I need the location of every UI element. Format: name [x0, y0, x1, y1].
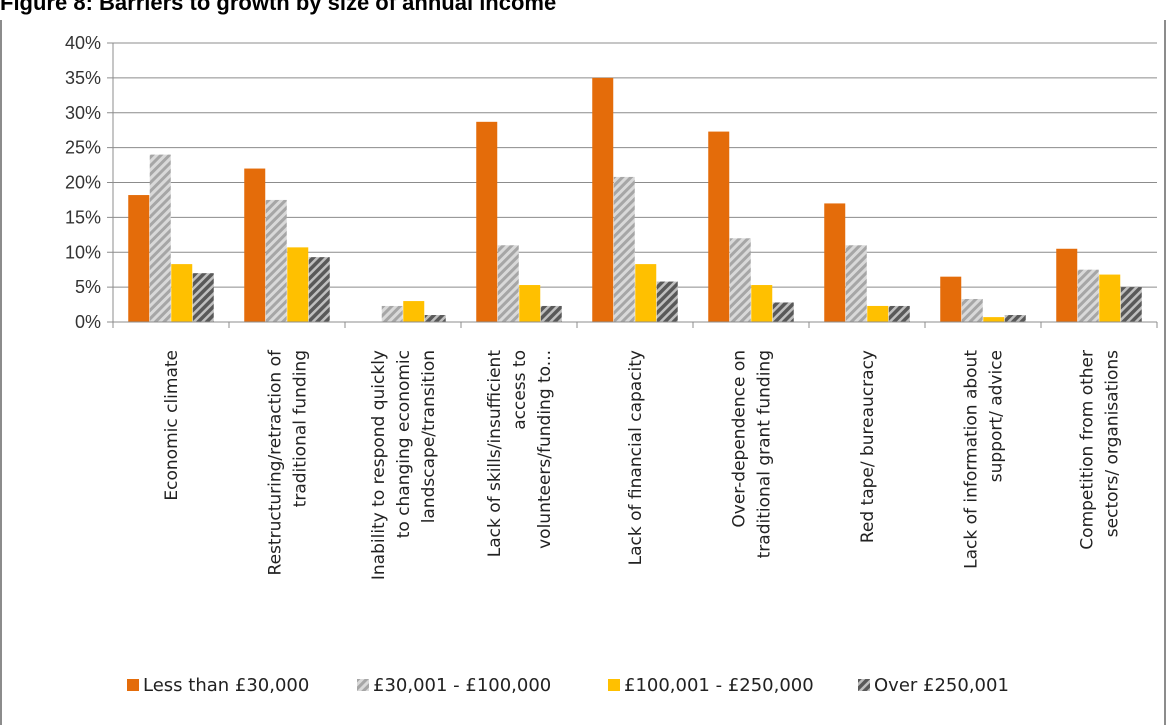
legend-swatch	[127, 679, 139, 691]
bar	[751, 285, 773, 322]
x-category-label: to changing economic	[394, 350, 414, 538]
x-category-label: Lack of information about	[962, 350, 982, 569]
bar	[265, 199, 287, 322]
y-tick-label: 20%	[65, 173, 101, 193]
bar	[867, 305, 889, 322]
x-category-label: landscape/transition	[419, 350, 439, 523]
legend-label: £30,001 - £100,000	[373, 675, 551, 696]
x-category-label: Lack of skills/insufficient	[485, 350, 505, 558]
x-category-label: Restructuring/retraction of	[266, 349, 286, 575]
x-category-label: Economic climate	[162, 350, 182, 501]
y-tick-label: 40%	[65, 33, 101, 53]
bar	[772, 302, 794, 322]
bar	[540, 305, 562, 322]
legend-swatch	[858, 679, 870, 691]
bar	[424, 315, 446, 322]
chart-title: Figure 8: Barriers to growth by size of …	[0, 0, 557, 15]
legend-swatch	[608, 679, 620, 691]
y-tick-label: 25%	[65, 138, 101, 158]
legend-label: Less than £30,000	[143, 675, 309, 696]
bar	[656, 281, 678, 322]
y-tick-label: 30%	[65, 103, 101, 123]
bar	[613, 176, 635, 322]
bar	[1004, 315, 1026, 322]
bar	[171, 264, 193, 322]
legend-label: £100,001 - £250,000	[624, 675, 814, 696]
bar	[940, 276, 962, 322]
bar	[381, 305, 403, 322]
legend-label: Over £250,001	[874, 675, 1009, 696]
bar	[149, 154, 171, 322]
bar	[635, 264, 657, 322]
bar	[824, 203, 846, 322]
chart-frame	[0, 20, 1166, 725]
x-category-label: Competition from other	[1078, 350, 1098, 550]
bar	[845, 245, 867, 322]
y-tick-label: 35%	[65, 68, 101, 88]
bar	[961, 298, 983, 322]
x-category-label: Inability to respond quickly	[369, 350, 389, 580]
y-tick-label: 5%	[75, 277, 101, 297]
bar	[708, 131, 730, 322]
bar	[192, 273, 214, 322]
y-tick-label: 10%	[65, 242, 101, 262]
bar	[403, 301, 425, 322]
bar	[476, 121, 498, 322]
x-category-label: access to	[510, 350, 530, 430]
x-category-label: traditional funding	[291, 350, 311, 507]
bar	[1077, 269, 1099, 322]
y-tick-label: 0%	[75, 312, 101, 332]
bar	[244, 168, 266, 322]
bar	[519, 285, 541, 322]
legend-swatch	[357, 679, 369, 691]
bar	[1099, 274, 1121, 322]
y-tick-label: 15%	[65, 207, 101, 227]
x-category-label: Lack of financial capacity	[626, 350, 646, 565]
bar	[1056, 248, 1078, 322]
bar	[497, 245, 519, 322]
bar	[308, 257, 330, 322]
bar	[592, 77, 614, 322]
x-category-label: Over-dependence on	[730, 350, 750, 528]
x-category-label: sectors/ organisations	[1103, 350, 1123, 537]
bar	[287, 247, 309, 322]
bar	[1120, 287, 1142, 322]
x-category-label: volunteers/funding to...	[535, 350, 555, 549]
x-category-label: Red tape/ bureaucracy	[858, 350, 878, 543]
bar	[729, 238, 751, 322]
bar	[888, 305, 910, 322]
bar	[983, 317, 1005, 322]
bar	[128, 195, 150, 322]
x-category-label: support/ advice	[987, 350, 1007, 482]
x-category-label: traditional grant funding	[755, 350, 775, 558]
